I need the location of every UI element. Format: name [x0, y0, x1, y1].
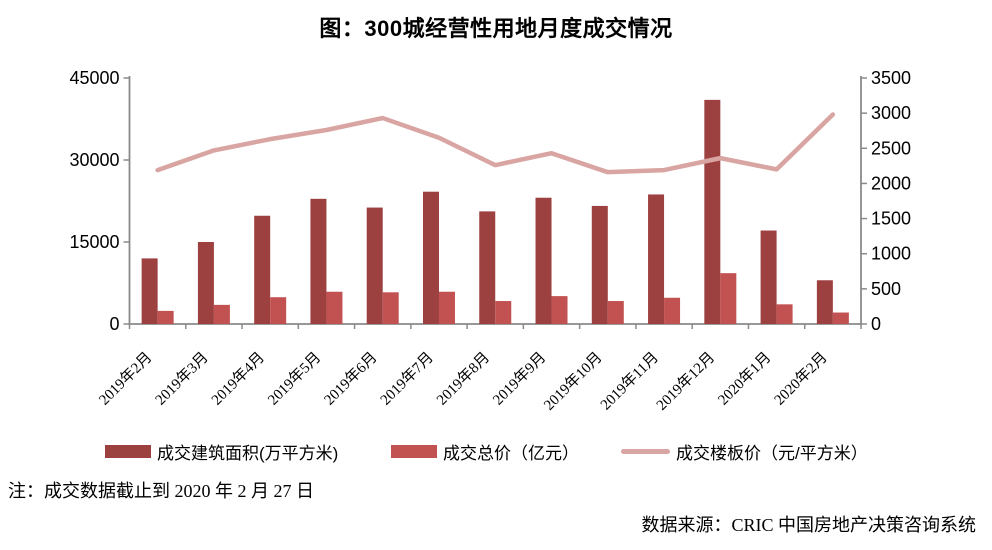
floor-price-line	[155, 112, 836, 175]
bar-area	[648, 194, 665, 324]
y-axis-label-right: 0	[871, 314, 881, 334]
bar-total-price	[664, 297, 681, 324]
y-axis-label-right: 2500	[871, 138, 911, 158]
y-axis-label-right: 1500	[871, 209, 911, 229]
y-axis-label-left: 45000	[69, 68, 119, 88]
y-axis-label-right: 2000	[871, 173, 911, 193]
x-axis-label: 2019年10月	[541, 349, 606, 414]
bar-total-price	[157, 310, 174, 324]
y-axis-label-right: 3000	[871, 103, 911, 123]
x-axis-label: 2019年3月	[152, 349, 212, 409]
bar-area	[535, 197, 552, 324]
x-axis-label: 2019年6月	[321, 349, 381, 409]
bar-area	[310, 198, 327, 324]
y-axis-label-left: 30000	[69, 150, 119, 170]
legend-swatch-total-price	[391, 444, 437, 458]
bar-area	[422, 191, 439, 324]
x-axis-label: 2019年2月	[96, 349, 156, 409]
y-axis-label-right: 500	[871, 279, 901, 299]
bar-total-price	[720, 273, 737, 324]
legend-swatch-floor-price-line	[621, 448, 670, 454]
y-axis-label-right: 1000	[871, 244, 911, 264]
x-axis-label: 2020年2月	[771, 349, 831, 409]
x-axis-label: 2019年12月	[653, 349, 718, 414]
bar-area	[591, 205, 608, 324]
legend-label-total-price: 成交总价（亿元）	[443, 443, 579, 463]
bar-total-price	[326, 291, 343, 324]
x-axis-label: 2019年7月	[377, 349, 437, 409]
x-axis-label: 2019年11月	[597, 349, 662, 414]
y-axis-label-left: 0	[109, 314, 119, 334]
x-axis-label: 2019年8月	[433, 349, 493, 409]
x-axis-label: 2019年9月	[490, 349, 550, 409]
chart-title: 图：300城经营性用地月度成交情况	[319, 16, 673, 41]
y-axis-label-left: 15000	[69, 232, 119, 252]
bar-total-price	[551, 296, 568, 324]
bar-total-price	[495, 301, 512, 324]
bar-total-price	[832, 312, 849, 324]
x-axis-label: 2019年5月	[265, 349, 325, 409]
bar-area	[479, 211, 496, 324]
bar-total-price	[776, 304, 793, 324]
bar-area	[760, 230, 777, 324]
legend-item-floor-price: 成交楼板价（元/平方米）	[621, 442, 868, 463]
legend-label-area: 成交建筑面积(万平方米)	[157, 443, 339, 463]
legend-item-area: 成交建筑面积(万平方米)	[105, 442, 338, 463]
bar-area	[366, 207, 383, 324]
bar-area	[141, 258, 158, 324]
bar-total-price	[607, 301, 624, 324]
x-axis-label: 2020年1月	[715, 349, 775, 409]
legend-label-floor-price: 成交楼板价（元/平方米）	[676, 443, 868, 463]
y-axis-label-right: 3500	[871, 68, 911, 88]
legend-swatch-area	[105, 444, 151, 458]
bar-total-price	[270, 297, 287, 324]
bar-total-price	[213, 304, 230, 324]
chart-plot-canvas: 0 15000 30000 45000 0 500 1000 1500 2000 2500 3000…	[69, 68, 911, 414]
bar-total-price	[382, 292, 399, 324]
bar-area	[197, 242, 214, 324]
data-source: 数据来源：CRIC 中国房地产决策咨询系统	[641, 515, 976, 535]
bar-area	[704, 99, 721, 324]
bar-area	[254, 215, 271, 324]
footnote: 注：成交数据截止到 2020 年 2 月 27 日	[8, 481, 314, 501]
legend-item-total-price: 成交总价（亿元）	[391, 442, 579, 463]
bar-total-price	[438, 291, 455, 324]
bar-area	[816, 280, 833, 324]
x-axis-label: 2019年4月	[208, 349, 268, 409]
